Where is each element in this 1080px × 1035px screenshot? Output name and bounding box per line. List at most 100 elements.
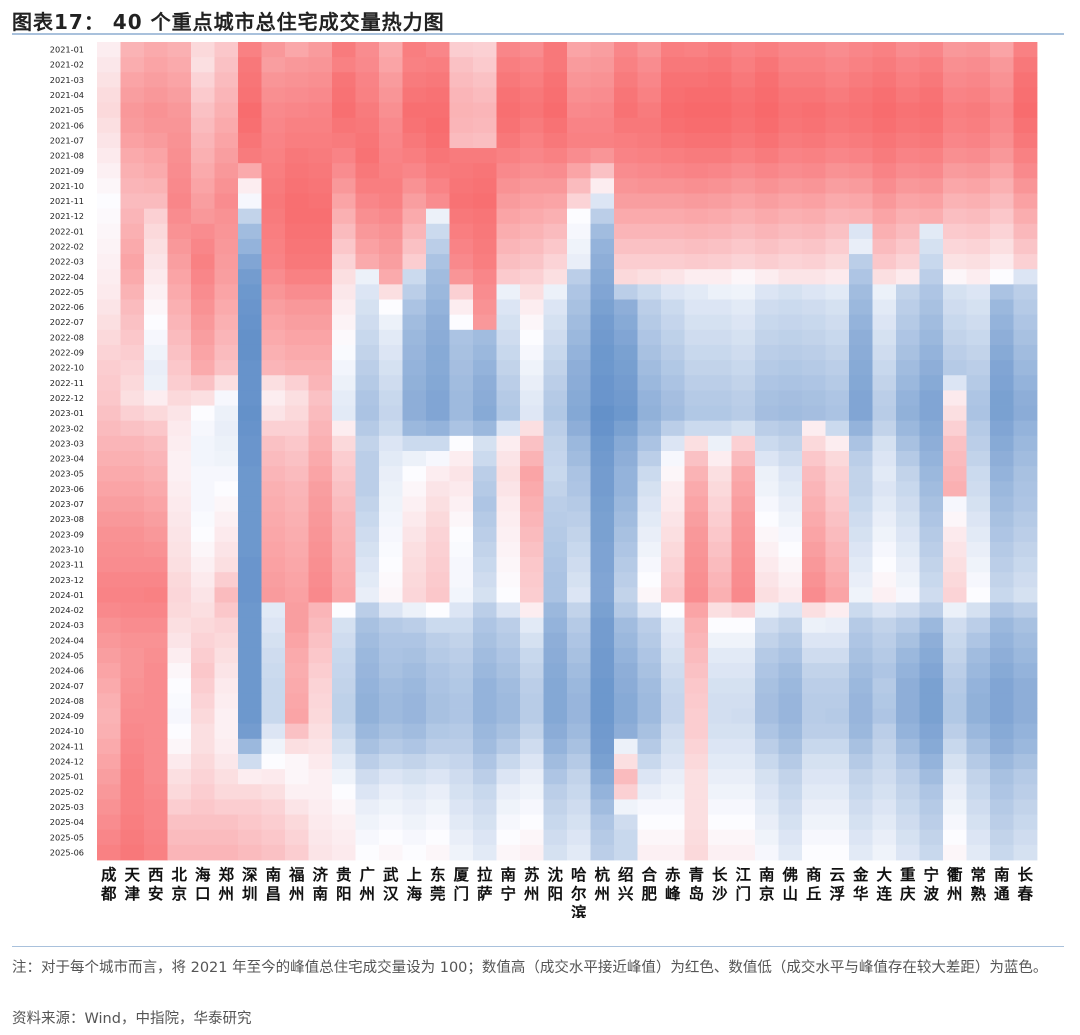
- heatmap-cell: [590, 557, 615, 573]
- heatmap-cell: [543, 602, 568, 619]
- heatmap-cell: [167, 511, 192, 528]
- heatmap-cell: [966, 223, 991, 240]
- heatmap-cell: [473, 314, 497, 331]
- heatmap-cell: [990, 723, 1014, 740]
- heatmap-cell: [191, 87, 215, 103]
- heatmap-cell: [896, 223, 920, 240]
- heatmap-cell: [285, 238, 309, 255]
- heatmap-cell: [144, 632, 168, 649]
- heatmap-cell: [402, 844, 427, 861]
- heatmap-cell: [473, 208, 497, 225]
- heatmap-cell: [449, 390, 474, 406]
- heatmap-cell: [449, 678, 474, 694]
- heatmap-cell: [708, 344, 732, 361]
- heatmap-cell: [684, 375, 709, 391]
- heatmap-cell: [332, 299, 356, 316]
- heatmap-cell: [802, 102, 826, 119]
- heatmap-cell: [661, 435, 685, 452]
- heatmap-cell: [896, 678, 920, 694]
- heatmap-cell: [97, 269, 121, 285]
- heatmap-cell: [919, 178, 944, 194]
- heatmap-cell: [590, 435, 615, 452]
- heatmap-cell: [426, 405, 450, 422]
- heatmap-cell: [308, 723, 333, 740]
- heatmap-cell: [919, 541, 944, 558]
- heatmap-cell: [614, 117, 638, 134]
- heatmap-cell: [590, 769, 615, 785]
- heatmap-cell: [214, 663, 239, 679]
- heatmap-cell: [426, 738, 450, 755]
- heatmap-cell: [426, 163, 450, 179]
- heatmap-cell: [473, 753, 497, 770]
- heatmap-cell: [919, 481, 944, 497]
- heatmap-cell: [355, 708, 380, 725]
- heatmap-cell: [449, 238, 474, 255]
- heatmap-cell: [825, 238, 850, 255]
- heatmap-cell: [520, 678, 544, 694]
- heatmap-cell: [943, 208, 967, 225]
- heatmap-cell: [684, 844, 709, 861]
- heatmap-cell: [473, 57, 497, 73]
- heatmap-cell: [426, 344, 450, 361]
- heatmap-cell: [543, 466, 568, 482]
- heatmap-cell: [637, 238, 662, 255]
- heatmap-cell: [849, 329, 873, 346]
- heatmap-cell: [308, 223, 333, 240]
- heatmap-cell: [473, 360, 497, 376]
- heatmap-cell: [802, 617, 826, 634]
- heatmap-cell: [637, 223, 662, 240]
- heatmap-cell: [520, 723, 544, 740]
- heatmap-cell: [708, 572, 732, 588]
- heatmap-cell: [849, 572, 873, 588]
- heatmap-cell: [167, 117, 192, 134]
- x-tick-label: 北: [171, 866, 187, 884]
- heatmap-cell: [990, 466, 1014, 482]
- heatmap-cell: [778, 844, 803, 861]
- heatmap-cell: [379, 814, 403, 831]
- heatmap-cell: [191, 254, 215, 270]
- heatmap-cell: [402, 178, 427, 194]
- heatmap-cell: [849, 132, 873, 149]
- heatmap-cell: [896, 511, 920, 528]
- heatmap-cell: [543, 102, 568, 119]
- x-tick-label: 州: [593, 885, 610, 903]
- heatmap-cell: [332, 117, 356, 134]
- heatmap-cell: [614, 420, 638, 437]
- heatmap-cell: [966, 420, 991, 437]
- heatmap-cell: [849, 178, 873, 194]
- heatmap-cell: [637, 753, 662, 770]
- heatmap-cell: [285, 572, 309, 588]
- y-tick-label: 2022-02: [50, 242, 84, 252]
- heatmap-cell: [731, 420, 756, 437]
- y-tick-label: 2022-01: [50, 226, 84, 236]
- heatmap-cell: [520, 602, 544, 619]
- heatmap-cell: [872, 435, 897, 452]
- heatmap-cell: [637, 844, 662, 861]
- heatmap-cell: [214, 769, 239, 785]
- heatmap-cell: [238, 496, 262, 512]
- heatmap-cell: [990, 435, 1014, 452]
- heatmap-cell: [191, 844, 215, 861]
- heatmap-cell: [661, 390, 685, 406]
- heatmap-cell: [191, 602, 215, 619]
- heatmap-cell: [708, 481, 732, 497]
- heatmap-cell: [896, 208, 920, 225]
- heatmap-cell: [872, 223, 897, 240]
- x-tick-label: 莞: [430, 884, 446, 903]
- heatmap-cell: [872, 314, 897, 331]
- heatmap-cell: [449, 87, 474, 103]
- heatmap-cell: [520, 42, 544, 58]
- heatmap-cell: [120, 587, 145, 603]
- heatmap-cell: [308, 541, 333, 558]
- heatmap-cell: [731, 511, 756, 528]
- heatmap-cell: [614, 541, 638, 558]
- heatmap-cell: [567, 602, 591, 619]
- y-tick-label: 2025-03: [50, 802, 84, 812]
- heatmap-cell: [449, 602, 474, 619]
- heatmap-cell: [308, 57, 333, 73]
- heatmap-cell: [332, 344, 356, 361]
- heatmap-cell: [261, 481, 286, 497]
- heatmap-cell: [120, 42, 145, 58]
- heatmap-cell: [755, 511, 779, 528]
- heatmap-cell: [614, 344, 638, 361]
